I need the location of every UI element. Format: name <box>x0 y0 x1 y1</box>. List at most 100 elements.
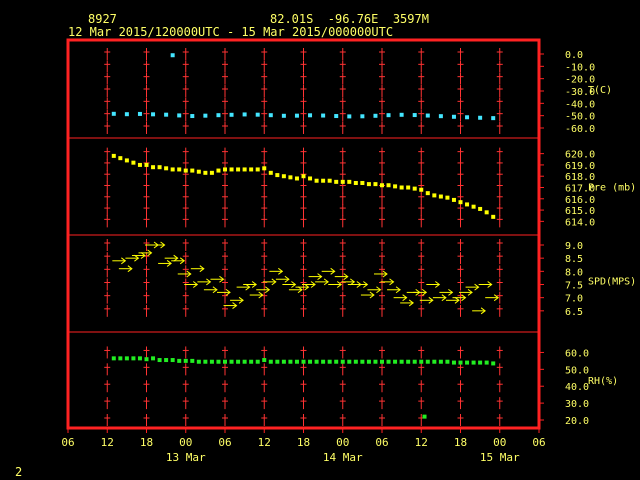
humidity-point <box>484 360 489 365</box>
pressure-point <box>275 173 280 178</box>
x-tick-label: 12 <box>415 436 428 449</box>
panel-label-wind: SPD(MPS) <box>588 277 636 288</box>
wind-arrow-head <box>160 241 166 249</box>
wind-arrow-head <box>264 286 271 294</box>
pressure-point <box>471 204 476 209</box>
pressure-point <box>366 182 371 187</box>
station-location: 82.01S -96.76E 3597M <box>270 12 429 26</box>
temperature-point <box>465 115 470 120</box>
humidity-point <box>438 359 443 364</box>
wind-arrow-head <box>343 273 349 281</box>
pressure-point <box>281 174 286 179</box>
wind-arrow-head <box>192 281 199 288</box>
humidity-point <box>255 359 260 364</box>
wind-arrow-head <box>147 249 153 257</box>
pressure-point <box>478 206 483 211</box>
wind-arrow-head <box>408 299 414 307</box>
wind-arrow-head <box>421 288 428 296</box>
humidity-point <box>334 359 339 364</box>
pressure-point <box>321 178 326 183</box>
y-tick-label: 9.0 <box>565 241 583 252</box>
temperature-point <box>137 111 142 116</box>
humidity-point <box>249 359 254 364</box>
y-tick-label: 616.0 <box>565 195 595 206</box>
temperature-point <box>190 114 195 119</box>
wind-arrow-head <box>245 283 251 291</box>
y-tick-label: 617.0 <box>565 184 595 195</box>
pressure-point <box>151 165 156 170</box>
y-tick-label: 614.0 <box>565 217 595 228</box>
humidity-point <box>419 359 424 364</box>
humidity-point <box>465 360 470 365</box>
pressure-point <box>288 175 293 180</box>
pressure-point <box>111 153 116 158</box>
wind-arrow-head <box>428 296 434 304</box>
pressure-point <box>255 167 260 172</box>
wind-arrow-head <box>461 294 467 302</box>
wind-arrow-head <box>297 286 303 294</box>
humidity-point <box>111 356 116 361</box>
humidity-point <box>170 358 175 363</box>
pressure-point <box>327 178 332 183</box>
wind-arrow-head <box>278 267 284 275</box>
wind-arrow-head <box>258 291 264 299</box>
wind-arrow-head <box>454 296 460 304</box>
y-tick-label: 6.5 <box>565 307 583 318</box>
wind-arrow-head <box>363 281 369 288</box>
wind-arrow-head <box>382 270 388 278</box>
humidity-point <box>380 359 384 364</box>
panel-label-pressure: Pre (mb) <box>588 183 636 194</box>
humidity-point <box>183 358 188 363</box>
pressure-point <box>118 156 123 161</box>
humidity-point <box>353 359 358 364</box>
y-tick-label: 8.0 <box>565 267 583 278</box>
pressure-point <box>131 160 136 165</box>
y-tick-label: 8.5 <box>565 254 583 265</box>
humidity-point <box>301 359 306 364</box>
temperature-point <box>478 115 483 120</box>
y-tick-label: 0.0 <box>565 50 583 61</box>
wind-arrow-head <box>480 307 486 315</box>
humidity-point <box>209 359 214 364</box>
x-tick-label: 06 <box>532 436 545 449</box>
wind-arrow-head <box>199 265 205 273</box>
humidity-point <box>196 359 201 364</box>
pressure-point <box>484 210 489 215</box>
pressure-point <box>399 185 404 190</box>
wind-arrow-head <box>291 281 297 288</box>
wind-arrow-head <box>304 283 310 291</box>
temperature-point <box>242 112 247 117</box>
pressure-point <box>308 176 313 181</box>
y-tick-label: 618.0 <box>565 172 595 183</box>
wind-arrow-head <box>166 260 172 267</box>
station-id: 8927 <box>88 12 117 26</box>
y-tick-label: 615.0 <box>565 206 595 217</box>
temperature-point <box>347 114 352 119</box>
pressure-point <box>203 170 208 175</box>
temperature-point <box>399 112 404 117</box>
pressure-point <box>183 168 188 173</box>
x-tick-label: 00 <box>179 436 192 449</box>
humidity-point <box>491 361 496 366</box>
humidity-point <box>131 356 136 361</box>
pressure-point <box>373 182 378 187</box>
humidity-point <box>471 360 476 365</box>
wind-arrow-head <box>336 281 343 288</box>
pressure-point <box>242 167 247 172</box>
wind-arrow-head <box>212 286 218 294</box>
humidity-point <box>399 359 404 364</box>
pressure-point <box>451 197 456 202</box>
humidity-point <box>406 359 411 364</box>
y-tick-label: 620.0 <box>565 150 595 161</box>
temperature-point <box>334 114 339 119</box>
temperature-point <box>321 113 326 118</box>
temperature-point <box>170 53 175 58</box>
pressure-point <box>393 184 398 189</box>
pressure-point <box>314 178 319 183</box>
y-tick-label: -20.0 <box>565 75 595 86</box>
temperature-point <box>229 112 234 117</box>
pressure-point <box>360 180 365 185</box>
x-tick-label: 00 <box>493 436 506 449</box>
humidity-point <box>203 359 208 364</box>
humidity-point <box>422 414 427 419</box>
